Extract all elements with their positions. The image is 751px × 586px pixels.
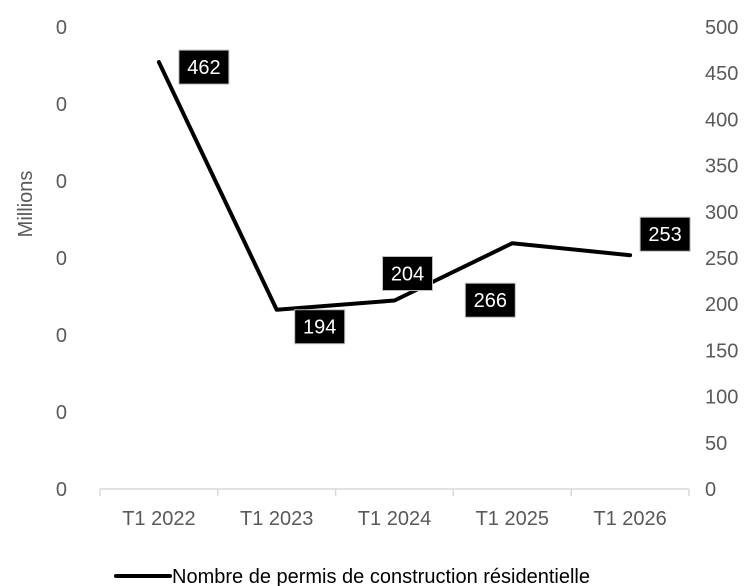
x-tick-label: T1 2023 [240, 508, 313, 530]
data-label-box [639, 216, 691, 252]
right-tick-label: 250 [705, 248, 738, 270]
left-tick-label: 0 [56, 17, 67, 39]
legend-label: Nombre de permis de construction résiden… [172, 566, 590, 586]
left-tick-label: 0 [56, 94, 67, 116]
left-axis-label: Millions [15, 171, 37, 238]
x-tick-label: T1 2026 [593, 508, 666, 530]
data-label-value: 204 [391, 264, 424, 286]
right-tick-label: 400 [705, 109, 738, 131]
data-label-value: 462 [187, 57, 220, 79]
right-tick-label: 450 [705, 63, 738, 85]
right-tick-label: 100 [705, 387, 738, 409]
x-tick-label: T1 2022 [122, 508, 195, 530]
data-labels: 462 194 204 266 253 [178, 49, 691, 345]
data-label: 266 [464, 282, 516, 318]
left-axis-ticks: 0 0 0 0 0 0 0 [56, 17, 67, 501]
left-tick-label: 0 [56, 402, 67, 424]
left-tick-label: 0 [56, 171, 67, 193]
data-label-box [178, 49, 230, 85]
data-label: 462 [178, 49, 230, 85]
legend: Nombre de permis de construction résiden… [114, 566, 590, 586]
data-label: 194 [294, 309, 346, 345]
data-label-value: 266 [474, 290, 507, 312]
right-tick-label: 350 [705, 156, 738, 178]
left-tick-label: 0 [56, 479, 67, 501]
right-axis-ticks: 0 50 100 150 200 250 300 350 400 450 500 [705, 17, 738, 501]
x-axis-labels: T1 2022 T1 2023 T1 2024 T1 2025 T1 2026 [122, 508, 667, 530]
right-tick-label: 200 [705, 294, 738, 316]
data-label-box [294, 309, 346, 345]
left-tick-label: 0 [56, 325, 67, 347]
series-line [156, 60, 633, 312]
data-label-value: 253 [648, 224, 681, 246]
x-tick-label: T1 2024 [358, 508, 431, 530]
x-axis-tick-marks [99, 489, 690, 496]
right-tick-label: 0 [705, 479, 716, 501]
right-tick-label: 500 [705, 17, 738, 39]
data-label: 204 [382, 256, 433, 292]
right-tick-label: 50 [705, 433, 727, 455]
x-tick-label: T1 2025 [476, 508, 549, 530]
data-label-box [382, 256, 433, 292]
data-label: 253 [639, 216, 691, 252]
data-label-box [464, 282, 516, 318]
right-tick-label: 150 [705, 340, 738, 362]
right-tick-label: 300 [705, 202, 738, 224]
left-tick-label: 0 [56, 248, 67, 270]
data-label-value: 194 [303, 317, 336, 339]
